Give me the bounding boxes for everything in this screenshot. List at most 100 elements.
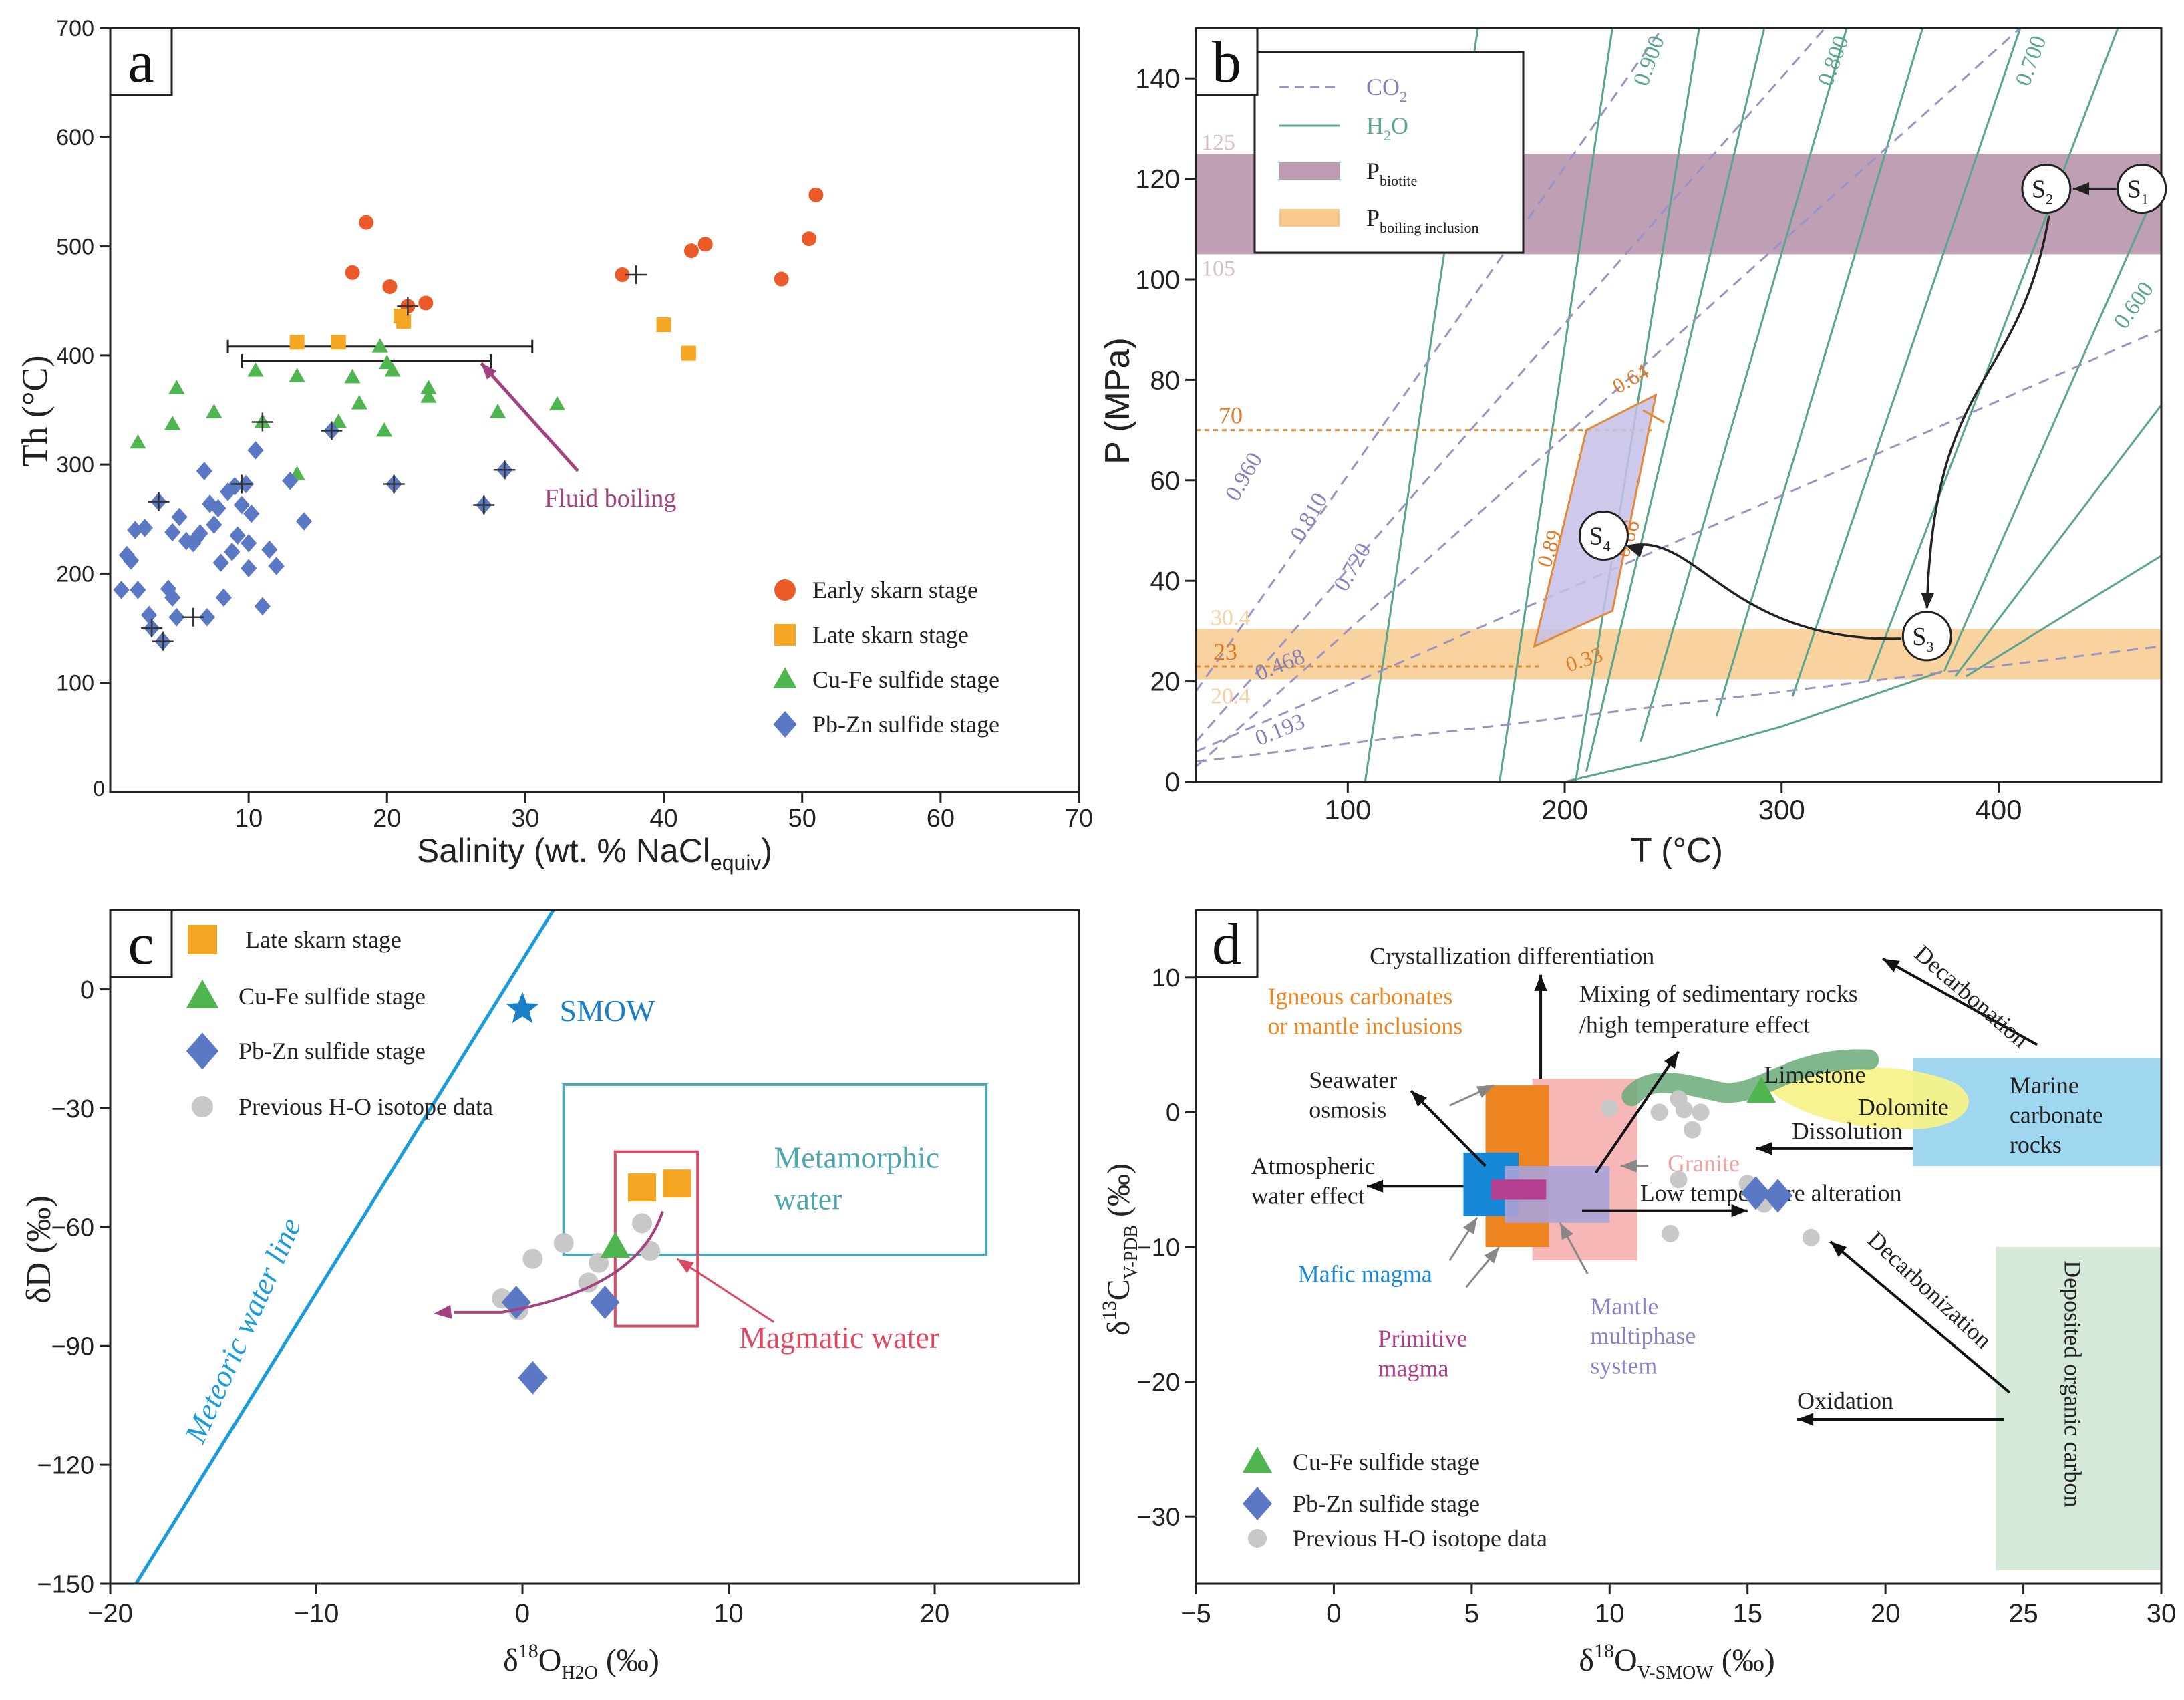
panel-letter-box — [1195, 27, 1259, 96]
state-point-3 — [1901, 611, 1952, 662]
y-tick-label: 700 — [56, 16, 94, 41]
arrow-decarbonation-head — [1883, 958, 1900, 972]
data-point-triangle — [549, 396, 566, 411]
data-point-diamond — [261, 540, 278, 559]
data-point-diamond — [113, 581, 130, 599]
panel-letter-box — [109, 27, 173, 96]
data-point-diamond — [196, 462, 212, 480]
state-point-sub: 2 — [2046, 191, 2053, 208]
legend-biotite-swatch — [1279, 162, 1340, 180]
data-point-diamond — [226, 477, 243, 496]
arrow-seawater-shaft — [1410, 1089, 1487, 1167]
data-point-triangle — [489, 404, 506, 418]
state-point-4 — [1578, 511, 1629, 561]
data-point-triangle — [344, 368, 361, 384]
legend-label-tail: O — [1391, 112, 1408, 139]
x-axis-label-close: ) — [761, 832, 772, 869]
label-decarbonization: Decarbonization — [1863, 1226, 1997, 1354]
data-point-diamond — [212, 553, 229, 572]
x-axis-label-sup: 18 — [518, 1640, 538, 1662]
arrow-granite-head — [1620, 1159, 1637, 1173]
data-point-diamond — [188, 529, 204, 548]
data-point-circle — [640, 1240, 661, 1261]
label-decarbonation: Decarbonation — [1909, 940, 2034, 1052]
data-point-circle — [578, 1272, 599, 1293]
x-axis-label: Salinity (wt. % NaClequiv) — [417, 832, 772, 875]
data-point-diamond — [164, 523, 181, 542]
label-dissolution: Dissolution — [1792, 1118, 1903, 1145]
y-axis-label-mid: C — [1101, 1279, 1136, 1300]
legend-label: Cu-Fe sulfide stage — [239, 983, 426, 1010]
x-tick-label: 50 — [788, 805, 816, 833]
h2o-isochore — [1965, 555, 2161, 678]
data-point-diamond — [241, 533, 257, 553]
legend-label-sub: boiling inclusion — [1380, 219, 1479, 236]
y-axis-label-close: (‰) — [1101, 1163, 1136, 1225]
data-point-diamond — [178, 531, 195, 551]
arrow-decarbonation-shaft — [1882, 957, 2038, 1046]
state-point-letter: S — [2032, 176, 2046, 204]
y-tick-label: −60 — [51, 1214, 94, 1242]
smow-star — [506, 992, 539, 1024]
data-point-diamond — [171, 507, 188, 527]
legend-marker — [773, 711, 797, 738]
data-point-diamond — [233, 495, 250, 515]
state-point-letter: S — [1589, 523, 1603, 551]
data-point-square — [396, 314, 412, 329]
y-tick-label: 500 — [56, 234, 94, 259]
data-point-diamond — [282, 471, 299, 490]
data-point-circle — [1662, 1224, 1680, 1242]
data-point-triangle — [384, 362, 401, 377]
h2o-isochore — [1867, 28, 2119, 682]
state-point-letter: S — [2127, 176, 2141, 204]
y-tick-label: 300 — [56, 452, 94, 478]
h2o-isochore — [1954, 404, 2161, 677]
band-label: 125 — [1201, 130, 1235, 155]
x-tick-label: 200 — [1541, 794, 1588, 825]
data-point-square — [656, 317, 671, 333]
y-tick-label: 120 — [1135, 165, 1180, 194]
label-mantle-1: Mantle — [1590, 1293, 1658, 1320]
y-tick-label: 0 — [1166, 1099, 1180, 1127]
label-atmospheric-1: Atmospheric — [1251, 1153, 1376, 1179]
label-atmospheric-2: water effect — [1251, 1182, 1365, 1209]
label-marine-3: rocks — [2010, 1131, 2062, 1158]
legend-label: Cu-Fe sulfide stage — [812, 666, 999, 693]
panel-letter: a — [128, 30, 154, 95]
data-point-square — [627, 1173, 656, 1202]
y-tick-label: 0 — [80, 976, 94, 1004]
fluid-boiling-arrow-shaft — [480, 362, 579, 472]
label-marine-1: Marine — [2010, 1072, 2079, 1099]
panel-letter: d — [1212, 912, 1241, 977]
label-smow: SMOW — [560, 994, 656, 1028]
plot-area-b — [1195, 27, 2163, 783]
data-point-circle — [774, 271, 789, 287]
x-tick-label: 400 — [1975, 794, 2022, 825]
band-label: 20.4 — [1211, 684, 1251, 709]
co2-isochore-label: 0.720 — [1329, 539, 1376, 596]
y-tick-label: 400 — [56, 343, 94, 369]
y-tick-label: 60 — [1150, 466, 1181, 496]
arrow-s2-s3-head — [1921, 593, 1934, 609]
arrow-mafic-head — [1462, 1217, 1478, 1235]
data-point-triangle — [1746, 1077, 1776, 1103]
data-point-circle — [1684, 1121, 1702, 1139]
data-point-triangle — [247, 362, 264, 377]
data-point-circle — [418, 295, 434, 311]
data-point-circle — [808, 187, 824, 202]
trend-arrow-head — [434, 1304, 452, 1319]
co2-isochore-label: 0.960 — [1221, 448, 1267, 505]
data-point-triangle — [164, 416, 181, 430]
data-point-circle — [522, 1248, 543, 1269]
state-point-label: S4 — [1589, 523, 1610, 555]
meteoric-water-line — [134, 910, 555, 1584]
label-deposited-organic-carbon: Deposited organic carbon — [2060, 1260, 2086, 1507]
plot-area-c — [109, 909, 1080, 1585]
x-tick-label: 10 — [235, 805, 263, 833]
x-axis-label-close: (‰) — [598, 1643, 659, 1678]
arrow-s1-s2-head — [2072, 182, 2090, 196]
arrow-decarbonization-shaft — [1829, 1240, 2011, 1394]
data-point-diamond — [164, 588, 181, 607]
x-axis-label-delta: δ — [503, 1643, 518, 1678]
data-point-triangle — [130, 434, 146, 449]
